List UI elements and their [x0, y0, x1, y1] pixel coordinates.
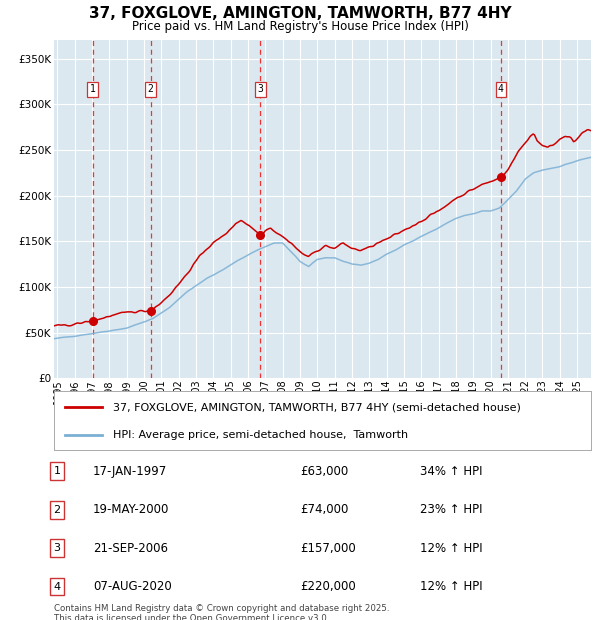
Text: 2: 2: [148, 84, 154, 94]
Text: 37, FOXGLOVE, AMINGTON, TAMWORTH, B77 4HY: 37, FOXGLOVE, AMINGTON, TAMWORTH, B77 4H…: [89, 6, 511, 21]
Text: 07-AUG-2020: 07-AUG-2020: [93, 580, 172, 593]
Text: £63,000: £63,000: [300, 465, 348, 477]
Text: HPI: Average price, semi-detached house,  Tamworth: HPI: Average price, semi-detached house,…: [113, 430, 408, 440]
Text: £157,000: £157,000: [300, 542, 356, 554]
Text: 4: 4: [498, 84, 504, 94]
Text: 1: 1: [90, 84, 96, 94]
Text: 23% ↑ HPI: 23% ↑ HPI: [420, 503, 482, 516]
Text: 2: 2: [53, 505, 61, 515]
Text: £74,000: £74,000: [300, 503, 349, 516]
Text: 1: 1: [53, 466, 61, 476]
Text: Price paid vs. HM Land Registry's House Price Index (HPI): Price paid vs. HM Land Registry's House …: [131, 20, 469, 33]
Text: Contains HM Land Registry data © Crown copyright and database right 2025.: Contains HM Land Registry data © Crown c…: [54, 604, 389, 613]
Text: 37, FOXGLOVE, AMINGTON, TAMWORTH, B77 4HY (semi-detached house): 37, FOXGLOVE, AMINGTON, TAMWORTH, B77 4H…: [113, 402, 521, 412]
Text: 12% ↑ HPI: 12% ↑ HPI: [420, 580, 482, 593]
Text: 4: 4: [53, 582, 61, 591]
Text: This data is licensed under the Open Government Licence v3.0.: This data is licensed under the Open Gov…: [54, 614, 329, 620]
Text: 12% ↑ HPI: 12% ↑ HPI: [420, 542, 482, 554]
Text: 19-MAY-2000: 19-MAY-2000: [93, 503, 169, 516]
Text: 21-SEP-2006: 21-SEP-2006: [93, 542, 168, 554]
Text: 3: 3: [53, 543, 61, 553]
Text: 3: 3: [257, 84, 263, 94]
Text: 34% ↑ HPI: 34% ↑ HPI: [420, 465, 482, 477]
Text: 17-JAN-1997: 17-JAN-1997: [93, 465, 167, 477]
Text: £220,000: £220,000: [300, 580, 356, 593]
